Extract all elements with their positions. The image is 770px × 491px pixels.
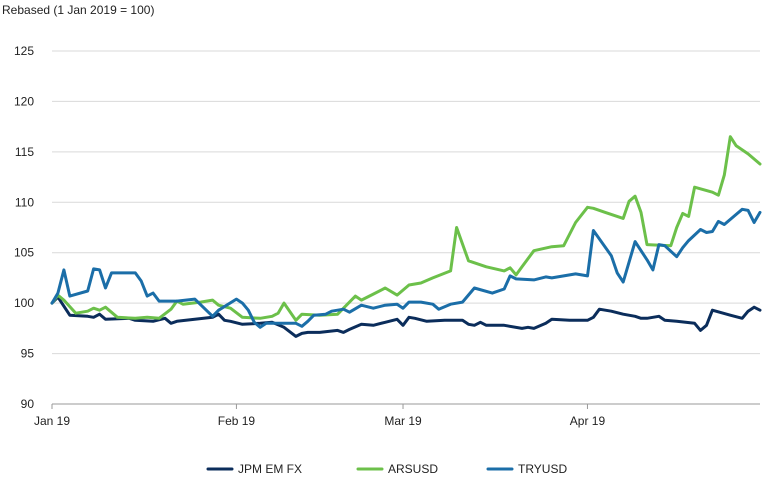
y-tick-label: 125 xyxy=(14,44,34,58)
series-line-arsusd xyxy=(50,135,762,322)
legend-label: TRYUSD xyxy=(518,462,567,476)
series-line-jpm-em-fx xyxy=(50,295,762,338)
x-axis: Jan 19 Feb 19 Mar 19 Apr 19 xyxy=(34,403,760,428)
grid-lines xyxy=(52,50,760,355)
y-tick-label: 95 xyxy=(21,347,35,361)
y-tick-label: 115 xyxy=(15,145,34,159)
y-tick-labels: 90 95 100 105 110 115 120 125 xyxy=(14,44,34,411)
x-tick-label: Apr 19 xyxy=(570,414,606,428)
series-line-tryusd xyxy=(50,207,762,329)
y-tick-label: 105 xyxy=(14,246,34,260)
x-tick-label: Mar 19 xyxy=(384,414,422,428)
y-tick-label: 120 xyxy=(14,94,34,108)
x-tick-label: Feb 19 xyxy=(218,414,256,428)
series-lines xyxy=(50,135,762,338)
y-axis-title: Rebased (1 Jan 2019 = 100) xyxy=(2,3,154,17)
legend: JPM EM FX ARSUSD TRYUSD xyxy=(206,462,567,476)
x-tick-label: Jan 19 xyxy=(34,414,70,428)
y-tick-label: 90 xyxy=(21,397,35,411)
legend-label: ARSUSD xyxy=(388,462,438,476)
legend-label: JPM EM FX xyxy=(238,462,302,476)
y-tick-label: 100 xyxy=(14,296,34,310)
y-tick-label: 110 xyxy=(15,195,34,209)
